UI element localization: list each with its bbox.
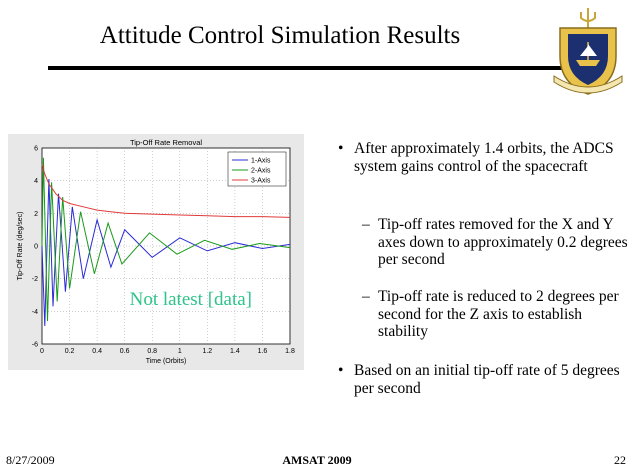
legend-label: 1-Axis [251,158,271,165]
x-tick-label: 0 [40,348,44,355]
series-line-2-axis [41,157,291,322]
y-tick-label: 4 [34,178,38,185]
dash-glyph: – [362,288,370,305]
y-axis-label: Tip-Off Rate (deg/sec) [17,212,24,281]
bullet-glyph: • [338,140,344,157]
legend-label: 2-Axis [251,168,271,175]
naval-academy-crest-icon [553,8,623,95]
y-tick-label: 2 [34,211,38,218]
x-tick-label: 1.8 [285,348,295,355]
legend-label: 3-Axis [251,178,271,185]
y-tick-label: 6 [34,146,38,153]
sub-bullet-text: Tip-off rate is reduced to 2 degrees per… [378,288,619,340]
x-tick-label: 0.2 [65,348,75,355]
bullet-glyph: • [338,362,344,379]
x-tick-label: 1.6 [258,348,268,355]
page-number: 22 [614,453,626,467]
chart-title: Tip-Off Rate Removal [130,138,202,147]
series-line-3-axis [41,164,291,218]
y-tick-label: -4 [32,309,38,316]
y-tick-label: 0 [34,244,38,251]
footer-title: AMSAT 2009 [282,453,352,467]
footer-date: 8/27/2009 [6,453,55,467]
bullet-text: Based on an initial tip-off rate of 5 de… [354,362,620,397]
bullet-text: After approximately 1.4 orbits, the ADCS… [354,140,614,175]
x-tick-label: 0.6 [120,348,130,355]
y-tick-label: -6 [32,342,38,349]
dash-glyph: – [362,216,370,233]
sub-bullet-text: Tip-off rates removed for the X and Y ax… [378,216,628,268]
x-tick-label: 1.4 [230,348,240,355]
annotation-text: Not latest [data] [130,289,252,310]
y-tick-label: -2 [32,276,38,283]
tip-off-rate-chart: Tip-Off Rate Removal 0 0.2 0.4 0.6 0.8 1 1.2 1.4… [8,134,304,370]
x-axis-label: Time (Orbits) [146,358,187,365]
x-tick-label: 0.8 [147,348,157,355]
slide-title: Attitude Control Simulation Results [99,22,461,49]
x-tick-label: 0.4 [92,348,102,355]
title-underline [48,66,588,70]
x-tick-label: 1.2 [202,348,212,355]
x-tick-label: 1 [178,348,182,355]
series-line-1-axis [41,178,291,327]
